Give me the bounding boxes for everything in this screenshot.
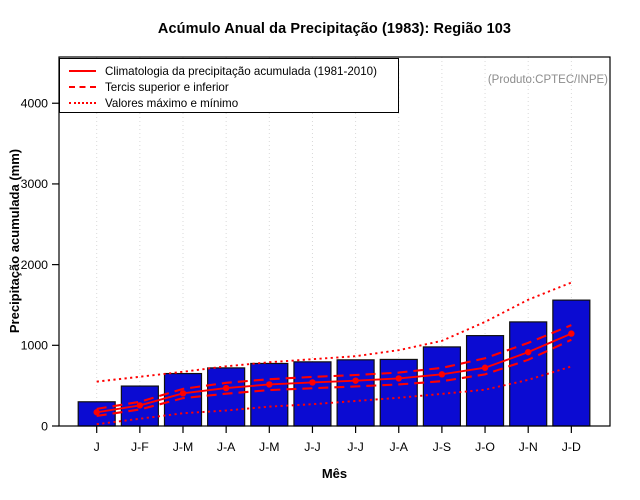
bar-J-A — [379, 358, 418, 427]
marker-point — [266, 381, 273, 388]
y-tick-label: 3000 — [21, 177, 49, 191]
bar-J-D — [552, 299, 591, 427]
marker-point — [93, 409, 100, 416]
bar-J-S — [422, 346, 461, 427]
gridlines — [96, 57, 572, 426]
x-tick-label: J-J — [347, 440, 363, 454]
chart-title: Acúmulo Anual da Precipitação (1983): Re… — [157, 21, 512, 37]
solid-red-line-icon — [69, 70, 96, 72]
x-tick-label: J-F — [131, 440, 149, 454]
y-tick-label: 2000 — [21, 258, 49, 272]
y-tick-label: 0 — [41, 419, 48, 433]
legend-box: Climatologia da precipitação acumulada (… — [59, 58, 399, 113]
series-line-dotted-3 — [96, 281, 572, 383]
bar-J-J — [293, 361, 332, 427]
legend-row-climatology: Climatologia da precipitação acumulada (… — [69, 63, 398, 79]
series-line-solid-0 — [96, 332, 572, 414]
marker-point — [481, 364, 489, 371]
legend-label-tercis: Tercis superior e inferior — [105, 80, 229, 94]
x-axis-title: Mês — [321, 466, 348, 481]
marker-point — [525, 348, 532, 356]
marker-point — [136, 402, 144, 409]
x-tick-label: J-A — [390, 440, 409, 454]
bar-J-O — [465, 335, 505, 427]
bar-J-A — [207, 367, 246, 427]
marker-point — [179, 390, 187, 397]
marker-point — [438, 371, 446, 378]
bar-J-N — [509, 321, 548, 427]
bars-group — [77, 299, 591, 427]
series-line-dotted-4 — [96, 365, 572, 426]
dotted-red-line-icon — [69, 102, 96, 104]
y-tick-label: 4000 — [21, 97, 49, 111]
legend-row-max-min: Valores máximo e mínimo — [69, 95, 398, 111]
series-line-dashed-1 — [96, 324, 572, 410]
legend-row-tercis: Tercis superior e inferior — [69, 79, 398, 95]
x-tick-label: J-A — [217, 440, 236, 454]
series-line-dashed-2 — [96, 338, 572, 417]
marker-point — [395, 375, 402, 382]
marker-point — [309, 379, 316, 386]
x-tick-label: J-D — [562, 440, 581, 454]
marker-point — [222, 384, 230, 392]
y-axis-title: Precipitação acumulada (mm) — [7, 148, 22, 334]
bar-J-M — [163, 372, 203, 427]
marker-point — [568, 330, 575, 337]
x-tick-label: J-N — [519, 440, 538, 454]
legend-label-max-min: Valores máximo e mínimo — [105, 96, 239, 110]
bar-J-J — [336, 359, 375, 427]
bar-J-M — [250, 362, 289, 427]
x-tick-label: J-J — [304, 440, 320, 454]
x-axis: J J-F J-M J-A J-M J-J J-J J-A J-S J-O J-N J-D — [94, 426, 581, 454]
dashed-red-line-icon — [69, 86, 96, 88]
x-tick-label: J-M — [259, 440, 280, 454]
x-tick-label: J-S — [433, 440, 451, 454]
y-axis: 0 1000 2000 3000 4000 — [21, 97, 59, 433]
marker-point — [352, 377, 359, 384]
x-tick-label: J-O — [475, 440, 495, 454]
x-tick-label: J — [94, 440, 100, 454]
x-tick-label: J-M — [173, 440, 194, 454]
producer-watermark: (Produto:CPTEC/INPE) — [487, 74, 608, 86]
plot-border — [58, 56, 611, 427]
series-markers — [93, 330, 575, 416]
y-tick-label: 1000 — [21, 339, 49, 353]
legend-label-climatology: Climatologia da precipitação acumulada (… — [105, 64, 377, 78]
